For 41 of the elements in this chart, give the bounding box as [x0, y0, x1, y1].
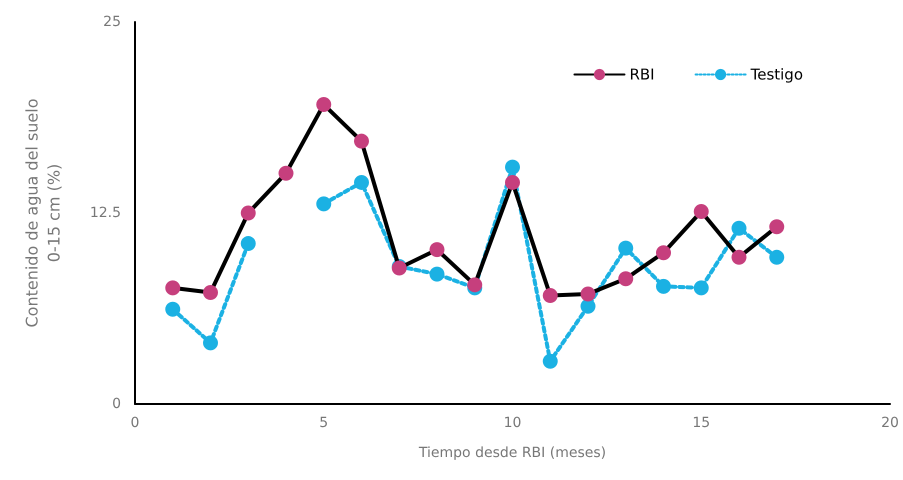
point: [732, 250, 746, 265]
point: [316, 196, 332, 212]
point: [694, 204, 709, 219]
point: [354, 134, 369, 149]
point: [240, 206, 256, 220]
point: [505, 160, 520, 175]
point: [542, 288, 558, 304]
y-axis-title: Contenido de agua del suelo 0-15 cm (%): [22, 98, 64, 328]
point: [618, 271, 634, 286]
x-tick-label: 20: [881, 415, 899, 431]
x-tick-label: 10: [504, 415, 522, 431]
y-tick-label: 0: [112, 396, 121, 412]
point: [430, 266, 444, 282]
point: [732, 220, 746, 236]
point: [694, 280, 709, 296]
point: [656, 245, 671, 260]
point: [165, 302, 180, 317]
point: [354, 174, 369, 190]
point: [278, 166, 294, 181]
point: [656, 278, 671, 294]
legend-label: RBI: [629, 66, 655, 84]
point: [542, 354, 558, 369]
point: [769, 219, 784, 234]
y-tick-label: 12.5: [90, 205, 121, 221]
x-tick-label: 0: [130, 415, 140, 431]
point: [316, 97, 332, 112]
point: [165, 280, 180, 296]
point: [467, 277, 482, 292]
point: [505, 174, 520, 190]
point: [430, 242, 444, 258]
point: [240, 236, 256, 252]
point: [618, 240, 634, 256]
point: [203, 335, 218, 350]
x-tick-label: 15: [692, 415, 710, 431]
point: [203, 284, 218, 300]
y-tick-label: 25: [103, 14, 121, 30]
x-axis-title: Tiempo desde RBI (meses): [418, 445, 606, 461]
x-tick-label: 5: [319, 415, 328, 431]
legend-label: Testigo: [750, 66, 803, 84]
point: [769, 250, 784, 265]
point: [580, 286, 596, 302]
